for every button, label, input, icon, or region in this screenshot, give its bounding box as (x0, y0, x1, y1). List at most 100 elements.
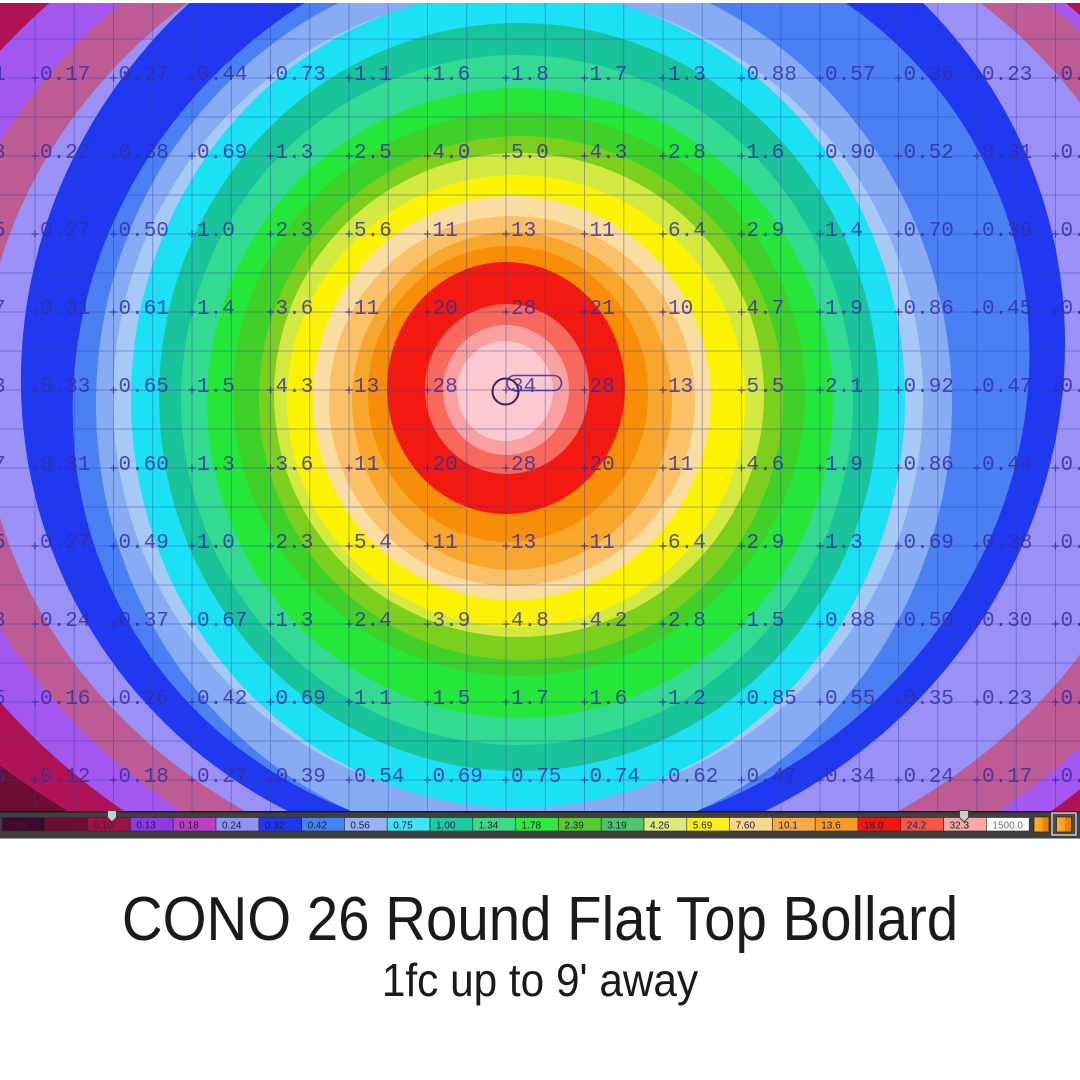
svg-text:0.75: 0.75 (511, 766, 561, 789)
svg-text:0.34: 0.34 (1061, 454, 1080, 477)
svg-text:0.86: 0.86 (904, 454, 954, 477)
svg-text:0.23: 0.23 (982, 688, 1032, 711)
svg-text:0.12: 0.12 (40, 766, 90, 789)
svg-text:0.44: 0.44 (982, 454, 1032, 477)
svg-text:0.07: 0.07 (51, 821, 71, 832)
svg-text:20: 20 (433, 454, 458, 477)
svg-text:1.7: 1.7 (511, 688, 549, 711)
svg-text:4.0: 4.0 (433, 142, 471, 165)
svg-text:0.38: 0.38 (982, 532, 1032, 555)
svg-text:13: 13 (511, 532, 536, 555)
svg-text:5.0: 5.0 (511, 142, 549, 165)
svg-text:1.3: 1.3 (668, 64, 706, 87)
svg-text:0.27: 0.27 (40, 220, 90, 243)
svg-text:1.1: 1.1 (354, 688, 392, 711)
svg-text:0.16: 0.16 (40, 688, 90, 711)
svg-text:0.28: 0.28 (1061, 532, 1080, 555)
svg-text:1.0: 1.0 (197, 220, 235, 243)
svg-text:0.35: 0.35 (1061, 376, 1080, 399)
svg-text:2.1: 2.1 (825, 376, 863, 399)
svg-text:11: 11 (590, 220, 615, 243)
svg-text:0.86: 0.86 (904, 298, 954, 321)
svg-text:4.6: 4.6 (747, 454, 785, 477)
svg-text:0.50: 0.50 (119, 220, 169, 243)
svg-text:24.2: 24.2 (907, 821, 927, 832)
svg-text:11: 11 (433, 220, 458, 243)
svg-text:0.47: 0.47 (747, 766, 797, 789)
svg-text:0.24: 0.24 (40, 610, 90, 633)
svg-text:0.24: 0.24 (904, 766, 954, 789)
svg-text:3.19: 3.19 (607, 821, 627, 832)
svg-text:0.24: 0.24 (1061, 142, 1080, 165)
svg-text:28: 28 (590, 376, 615, 399)
svg-text:1.1: 1.1 (354, 64, 392, 87)
svg-text:11: 11 (668, 454, 693, 477)
svg-text:13.6: 13.6 (821, 821, 841, 832)
svg-text:0.42: 0.42 (197, 688, 247, 711)
svg-text:3.9: 3.9 (433, 610, 471, 633)
svg-text:0.38: 0.38 (119, 142, 169, 165)
svg-text:2.3: 2.3 (276, 220, 314, 243)
svg-text:0.31: 0.31 (982, 142, 1032, 165)
svg-text:2.3: 2.3 (276, 532, 314, 555)
svg-text:5: 5 (0, 220, 6, 243)
svg-text:6.4: 6.4 (668, 532, 706, 555)
svg-text:4.3: 4.3 (276, 376, 314, 399)
svg-text:4.8: 4.8 (511, 610, 549, 633)
svg-text:6.4: 6.4 (668, 220, 706, 243)
svg-text:0.52: 0.52 (904, 142, 954, 165)
svg-text:0.70: 0.70 (904, 220, 954, 243)
svg-text:1.2: 1.2 (668, 688, 706, 711)
svg-text:7: 7 (0, 298, 6, 321)
svg-text:1500.0: 1500.0 (992, 821, 1023, 832)
svg-text:0.67: 0.67 (197, 610, 247, 633)
svg-text:0.57: 0.57 (825, 64, 875, 87)
svg-text:0.18: 0.18 (179, 821, 199, 832)
svg-text:0.88: 0.88 (747, 64, 797, 87)
svg-text:1.78: 1.78 (522, 821, 542, 832)
svg-text:0.39: 0.39 (276, 766, 326, 789)
svg-text:0.75: 0.75 (393, 821, 413, 832)
svg-text:0.31: 0.31 (40, 454, 90, 477)
svg-text:1.00: 1.00 (436, 821, 456, 832)
svg-text:0.27: 0.27 (40, 532, 90, 555)
svg-text:0.22: 0.22 (40, 142, 90, 165)
svg-text:2.39: 2.39 (564, 821, 584, 832)
svg-text:1.0: 1.0 (197, 532, 235, 555)
svg-text:0.24: 0.24 (222, 821, 242, 832)
svg-text:0.27: 0.27 (119, 64, 169, 87)
svg-text:0.69: 0.69 (197, 142, 247, 165)
svg-text:1.6: 1.6 (747, 142, 785, 165)
svg-text:0.61: 0.61 (119, 298, 169, 321)
svg-text:0.18: 0.18 (119, 766, 169, 789)
svg-text:0.17: 0.17 (40, 64, 90, 87)
svg-text:0.05: 0.05 (8, 821, 28, 832)
svg-text:0.74: 0.74 (590, 766, 640, 789)
svg-text:5.5: 5.5 (747, 376, 785, 399)
svg-text:13: 13 (668, 376, 693, 399)
svg-text:5.4: 5.4 (354, 532, 392, 555)
svg-text:2.8: 2.8 (668, 610, 706, 633)
svg-text:0.60: 0.60 (119, 454, 169, 477)
svg-text:1.5: 1.5 (747, 610, 785, 633)
svg-text:0.30: 0.30 (982, 610, 1032, 633)
svg-text:5: 5 (0, 688, 6, 711)
svg-text:0.69: 0.69 (433, 766, 483, 789)
svg-text:11: 11 (590, 532, 615, 555)
svg-text:1.8: 1.8 (511, 64, 549, 87)
svg-text:0.27: 0.27 (197, 766, 247, 789)
svg-text:0.85: 0.85 (747, 688, 797, 711)
svg-text:0.33: 0.33 (40, 376, 90, 399)
svg-text:0.10: 0.10 (94, 821, 114, 832)
svg-text:20: 20 (433, 298, 458, 321)
svg-text:0.42: 0.42 (308, 821, 328, 832)
svg-text:0.23: 0.23 (982, 64, 1032, 87)
svg-text:2.8: 2.8 (668, 142, 706, 165)
svg-text:11: 11 (354, 298, 379, 321)
svg-text:0.65: 0.65 (119, 376, 169, 399)
svg-text:4.3: 4.3 (590, 142, 628, 165)
svg-text:4.7: 4.7 (747, 298, 785, 321)
svg-text:0.13: 0.13 (136, 821, 156, 832)
svg-text:13: 13 (354, 376, 379, 399)
svg-text:1: 1 (0, 64, 6, 87)
